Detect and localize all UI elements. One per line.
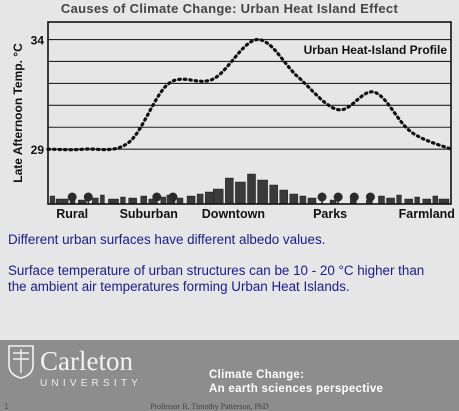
tree — [152, 192, 162, 202]
tree-trunk — [337, 201, 339, 204]
building — [120, 196, 126, 205]
building — [196, 193, 204, 205]
carleton-shield-icon — [8, 345, 34, 379]
tree — [83, 192, 93, 202]
building — [257, 179, 268, 205]
building — [49, 195, 56, 205]
building — [128, 197, 137, 205]
heat-island-chart: 34 29 Late Afternoon Temp. °C Urban Heat-… — [0, 18, 459, 228]
course-title-line2: An earth sciences perspective — [209, 383, 384, 395]
surface-temperature-text: Surface temperature of urban structures … — [8, 263, 425, 294]
building — [176, 197, 184, 205]
tree-trunk — [87, 201, 90, 204]
temperature-profile-line — [46, 37, 453, 152]
x-category-label: Suburban — [120, 207, 178, 221]
tree — [168, 192, 178, 202]
x-category-label: Farmland — [399, 207, 455, 221]
building — [307, 197, 317, 205]
tree-trunk — [71, 201, 73, 204]
course-title: Climate Change: An earth sciences perspe… — [209, 368, 383, 396]
building — [396, 194, 402, 205]
building — [140, 195, 147, 205]
tree — [333, 192, 343, 202]
tree-trunk — [172, 201, 174, 204]
tree — [67, 192, 77, 202]
building — [213, 188, 224, 205]
y-axis-ticks: 34 29 — [31, 34, 45, 158]
slide-title: Causes of Climate Change: Urban Heat Isl… — [60, 1, 399, 16]
university-subtitle: UNIVERSITY — [40, 378, 143, 389]
x-category-label: Downtown — [202, 207, 265, 221]
building — [269, 184, 278, 205]
building — [160, 196, 166, 205]
building — [100, 194, 105, 205]
x-category-label: Parks — [313, 207, 347, 221]
course-title-line1: Climate Change: — [209, 369, 305, 381]
university-name: Carleton — [40, 346, 133, 376]
building — [279, 189, 288, 205]
y-axis-label: Late Afternoon Temp. °C — [11, 43, 25, 183]
tree — [349, 192, 359, 202]
building — [414, 196, 420, 205]
chart-title: Urban Heat-Island Profile — [304, 43, 448, 57]
footer-bar — [0, 340, 459, 411]
tree-trunk — [353, 201, 356, 204]
x-category-label: Rural — [56, 207, 88, 221]
professor-credit: Professor R. Timothy Patterson, PhD — [150, 402, 269, 411]
building — [247, 173, 256, 205]
tree-trunk — [156, 201, 158, 204]
tree-trunk — [321, 201, 323, 204]
building — [204, 191, 214, 205]
building — [225, 177, 234, 205]
y-tick-label: 29 — [31, 143, 45, 157]
tree-trunk — [369, 201, 372, 204]
slide-number: 1 — [4, 402, 9, 411]
chart-svg: 34 29 Late Afternoon Temp. °C Urban Heat-… — [0, 18, 459, 228]
building — [378, 195, 385, 205]
city-skyline — [49, 173, 450, 205]
albedo-text: Different urban surfaces have different … — [8, 232, 326, 247]
building — [386, 197, 395, 205]
building — [235, 181, 246, 205]
building — [432, 195, 438, 205]
x-axis-labels: Rural Suburban Downtown Parks Farmland — [56, 207, 455, 221]
tree — [317, 192, 327, 202]
plot-frame — [47, 21, 452, 205]
y-tick-label: 34 — [31, 34, 45, 48]
building — [289, 193, 299, 205]
tree — [365, 192, 375, 202]
building — [92, 197, 99, 205]
building — [186, 195, 196, 205]
building — [299, 195, 307, 205]
